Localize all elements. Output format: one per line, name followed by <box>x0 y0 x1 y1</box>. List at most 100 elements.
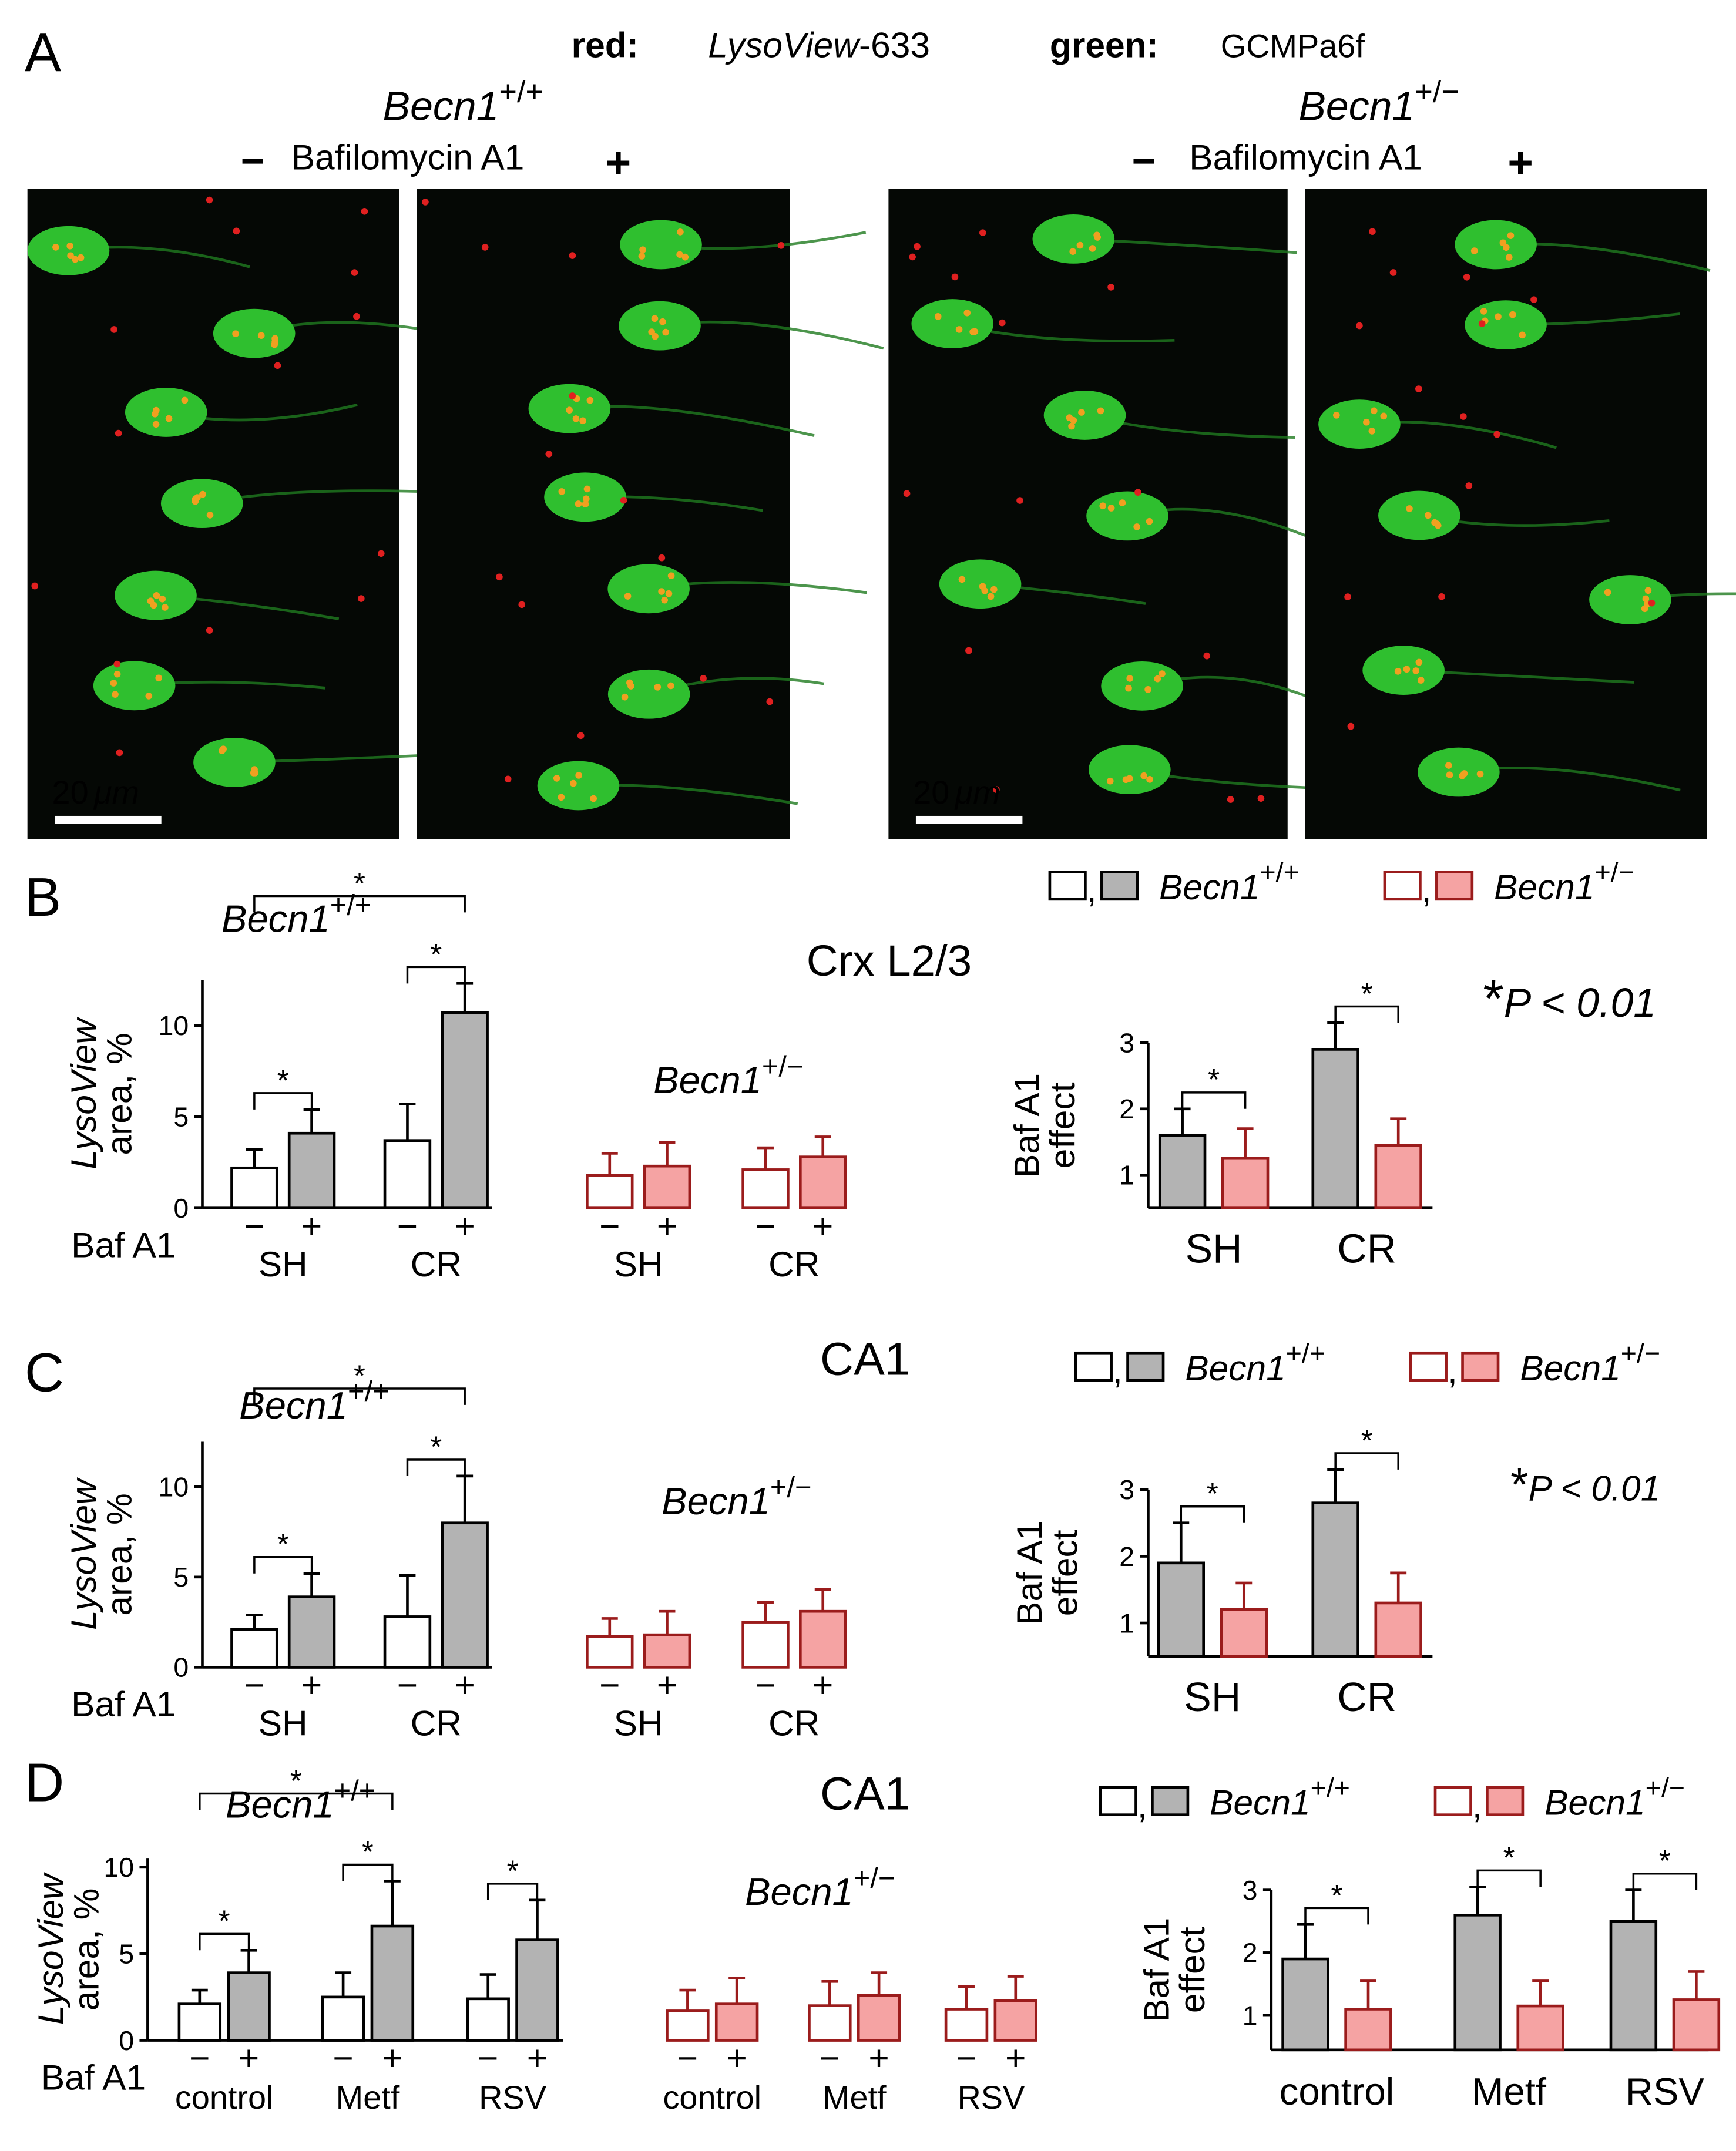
group-label: CR <box>1337 1226 1396 1272</box>
bar <box>1609 1920 1658 2052</box>
lysosome <box>165 415 173 422</box>
legend-label: Becn1+/− <box>1494 857 1634 907</box>
lysosome <box>1445 762 1452 769</box>
lysosome <box>638 253 646 260</box>
genotype-label: Becn1+/+ <box>226 1775 375 1826</box>
red-dot <box>481 244 489 251</box>
key-green-part: green: <box>1050 25 1159 65</box>
y-axis-label: effect <box>1042 1082 1082 1168</box>
legend-swatch <box>1048 871 1087 901</box>
significance-star: * <box>1361 977 1373 1010</box>
scale-bar-label: 20 μm <box>52 774 140 811</box>
lysosome <box>271 341 278 348</box>
legend-separator: , <box>1087 870 1097 910</box>
significance-bracket <box>1476 1869 1542 1887</box>
significance-bracket <box>1334 1005 1399 1023</box>
significance-bracket <box>1334 1452 1399 1470</box>
lysosome <box>1099 502 1107 510</box>
bar <box>741 1621 790 1669</box>
lysosome <box>662 328 669 336</box>
significance-star: * <box>1503 1841 1515 1874</box>
genotype-label-part: Becn1 <box>226 1783 334 1826</box>
y-tick-label: 10 <box>103 1852 134 1883</box>
lysosome <box>1093 231 1100 239</box>
bar-label: − <box>397 1206 418 1246</box>
key-red-dye: LysoView-633 <box>708 25 930 65</box>
red-dot <box>1227 796 1234 803</box>
lysosome <box>1107 505 1115 512</box>
lysosome <box>1507 232 1515 239</box>
significance-bracket <box>253 1387 466 1405</box>
bar <box>993 1999 1037 2042</box>
lysosome <box>1119 499 1126 506</box>
red-dot <box>1530 296 1537 303</box>
y-axis-label: LysoView <box>63 1477 103 1630</box>
neuron-soma <box>1418 747 1500 797</box>
bar <box>466 1997 510 2042</box>
bar-label: + <box>301 1665 322 1705</box>
bar-label: − <box>755 1665 775 1705</box>
panel-label-part: C <box>25 1342 64 1403</box>
key-red: red: <box>572 25 639 65</box>
y-tick-label: 10 <box>158 1010 189 1041</box>
bar <box>666 2009 710 2042</box>
red-dot <box>965 647 972 654</box>
red-dot <box>1107 284 1114 291</box>
micrograph <box>1305 189 1708 839</box>
genotype-label-part: Becn1 <box>383 83 499 129</box>
drug-label-part: Bafilomycin A1 <box>1189 137 1422 177</box>
scale-bar-label-part: μm <box>954 774 1000 811</box>
legend-label-part: Becn1 <box>1520 1348 1621 1388</box>
significance-star: * <box>277 1527 289 1561</box>
red-dot <box>777 242 785 249</box>
group-label: RSV <box>957 2079 1025 2116</box>
lysosome <box>583 485 591 493</box>
significance-star: * <box>277 1063 289 1097</box>
significance-bracket <box>1180 1505 1245 1523</box>
red-dot <box>766 698 774 705</box>
lysosome <box>1641 605 1648 613</box>
lysosome <box>251 766 258 773</box>
y-tick-label: 0 <box>173 1193 189 1224</box>
y-tick-label: 10 <box>158 1472 189 1503</box>
group-label: CR <box>768 1703 820 1743</box>
lysosome <box>1144 686 1151 693</box>
red-dot <box>903 490 911 497</box>
red-dot <box>110 326 117 333</box>
lysosome <box>1370 407 1378 415</box>
legend-label-part: +/+ <box>1286 1338 1325 1369</box>
bar-label: + <box>1005 2038 1026 2078</box>
legend-swatch <box>1383 871 1422 901</box>
neuron-soma <box>125 388 207 437</box>
neuron-soma <box>607 669 690 719</box>
legend-label-part: Becn1 <box>1210 1783 1311 1823</box>
scale-bar-label-part: μm <box>93 774 139 811</box>
bar-label: + <box>657 1665 677 1705</box>
red-dot <box>351 269 358 276</box>
lysosome <box>575 500 582 507</box>
red-dot <box>1389 269 1397 276</box>
lysosome <box>232 330 239 338</box>
significance-note-part: P < 0.01 <box>1529 1468 1661 1508</box>
y-tick-label: 2 <box>1119 1541 1134 1572</box>
y-tick-label: 3 <box>1243 1875 1258 1905</box>
genotype-label: Becn1+/+ <box>383 75 544 129</box>
genotype-label-part: Becn1 <box>221 898 330 940</box>
neuron-soma <box>1043 391 1126 440</box>
bar <box>370 1924 415 2042</box>
lysosome <box>575 772 582 779</box>
neuron-soma <box>537 761 620 811</box>
genotype-label-part: Becn1 <box>653 1058 762 1101</box>
lysosome <box>257 332 265 340</box>
significance-note-part: * <box>1483 969 1503 1029</box>
red-dot <box>1203 652 1211 660</box>
bar <box>808 2004 852 2042</box>
lysosome <box>219 747 226 755</box>
lysosome <box>1368 428 1376 435</box>
red-dot <box>1460 413 1467 420</box>
y-axis-label: area, % <box>99 1493 139 1615</box>
red-dot <box>206 196 213 204</box>
lysosome <box>566 406 573 414</box>
bar <box>227 1971 271 2042</box>
group-label: Metf <box>336 2079 400 2116</box>
